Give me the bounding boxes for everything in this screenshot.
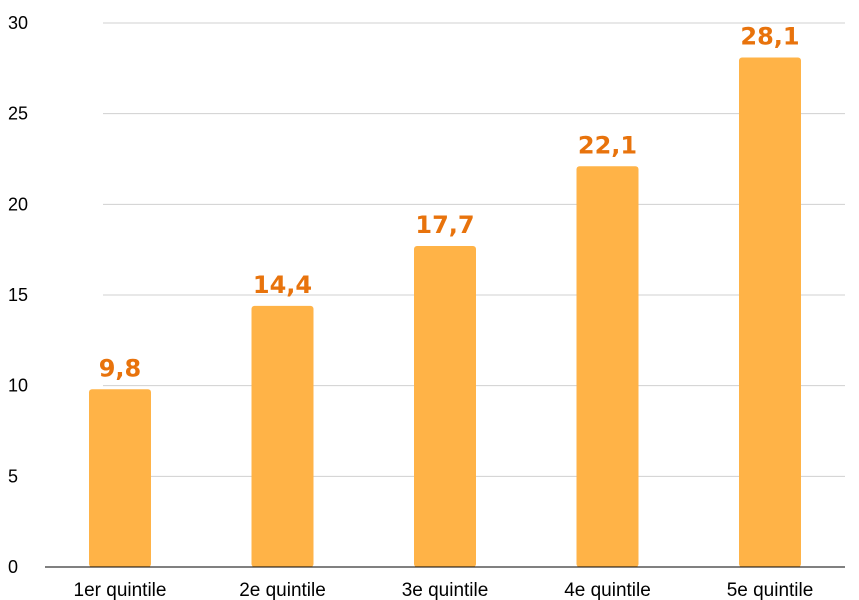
data-label-4: 22,1 [578,131,637,159]
data-label-1: 9,8 [99,354,142,382]
x-tick-label-5: 5e quintile [727,580,814,600]
y-tick-label: 25 [8,104,28,124]
y-tick-label: 20 [8,194,28,214]
y-tick-label: 5 [8,466,18,486]
y-tick-label: 15 [8,285,28,305]
x-tick-label-4: 4e quintile [564,580,651,600]
bar-4 [576,166,639,567]
bar-2 [251,305,314,567]
data-labels: 9,8 14,4 17,7 22,1 28,1 [99,22,800,382]
x-tick-label-3: 3e quintile [402,580,489,600]
data-label-2: 14,4 [253,271,312,299]
bars [89,57,801,568]
bar-3 [414,246,476,568]
y-tick-label: 10 [8,376,28,396]
y-tick-label: 30 [8,13,28,33]
bar-1 [89,389,151,567]
x-tick-label-1: 1er quintile [74,580,167,600]
x-axis-ticks: 1er quintile 2e quintile 3e quintile 4e qui… [74,580,814,600]
x-tick-label-2: 2e quintile [239,580,326,600]
y-axis-ticks: 0 5 10 15 20 25 30 [8,13,28,577]
data-label-5: 28,1 [740,22,799,50]
bar-5 [739,57,801,567]
y-tick-label: 0 [8,557,18,577]
data-label-3: 17,7 [415,211,474,239]
